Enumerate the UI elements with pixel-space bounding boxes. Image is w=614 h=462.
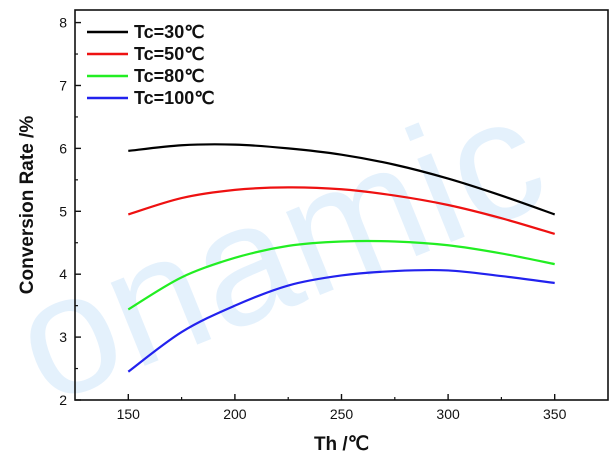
y-tick-label: 3 <box>59 329 67 345</box>
legend-label-4: Tc=100℃ <box>134 88 214 108</box>
y-axis-title: Conversion Rate /% <box>17 116 38 295</box>
x-tick-label: 150 <box>117 406 141 422</box>
y-tick-label: 6 <box>59 140 67 156</box>
y-tick-label: 7 <box>59 77 67 93</box>
y-tick-label: 8 <box>59 15 67 31</box>
axes: 150 200 250 300 350 2 3 4 5 6 7 8 <box>59 9 609 422</box>
series-line-2 <box>127 186 556 235</box>
x-tick-label: 350 <box>543 406 567 422</box>
series-line-3 <box>127 239 555 311</box>
y-tick-label: 4 <box>59 266 67 282</box>
y-tick-label: 5 <box>59 203 67 219</box>
x-tick-label: 250 <box>330 406 354 422</box>
legend-label-3: Tc=80℃ <box>134 66 204 86</box>
legend-label-1: Tc=30℃ <box>134 22 204 42</box>
series-line-1 <box>128 143 556 216</box>
legend: Tc=30℃Tc=50℃Tc=80℃Tc=100℃ <box>87 22 214 108</box>
legend-label-2: Tc=50℃ <box>134 44 204 64</box>
x-tick-label: 300 <box>436 406 460 422</box>
plot-area <box>127 143 556 373</box>
x-axis-title: Th /℃ <box>314 434 369 455</box>
y-tick-label: 2 <box>59 392 67 408</box>
x-tick-label: 200 <box>223 406 247 422</box>
series-line-4 <box>127 268 555 373</box>
